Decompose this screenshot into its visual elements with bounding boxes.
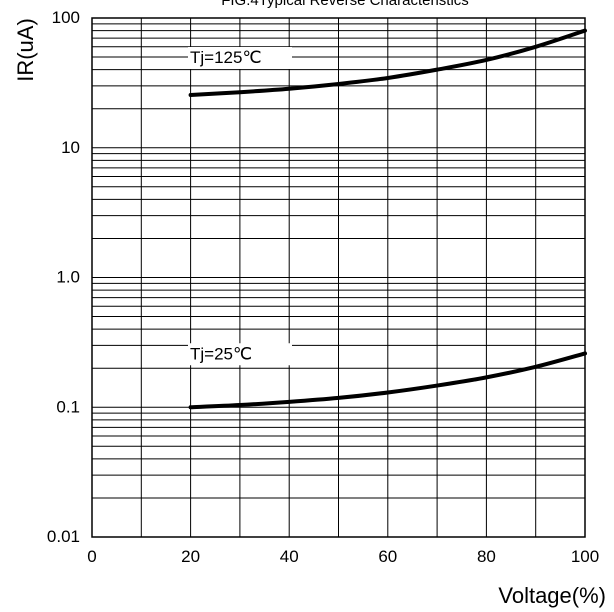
y-tick-label: 0.1 (56, 397, 80, 416)
x-axis-label: Voltage(%) (498, 583, 606, 608)
x-tick-label: 60 (378, 547, 397, 566)
y-tick-label: 100 (52, 8, 80, 27)
y-tick-label: 10 (61, 138, 80, 157)
y-tick-label: 1.0 (56, 268, 80, 287)
plot-frame (91, 17, 586, 538)
x-tick-label: 80 (477, 547, 496, 566)
series-label-1: Tj=125℃ (190, 48, 262, 67)
series-line-2 (188, 351, 587, 410)
series-label-bg (188, 47, 292, 70)
series-line-1 (188, 28, 587, 98)
y-tick-label: 0.01 (47, 527, 80, 546)
x-tick-label: 40 (280, 547, 299, 566)
x-tick-label: 0 (87, 547, 96, 566)
series-label-bg (188, 343, 292, 366)
grid (92, 18, 585, 537)
tick-labels: 0 20 40 60 80 100 0.01 0.1 1.0 10 100 (47, 8, 599, 566)
x-tick-label: 100 (571, 547, 599, 566)
series-group: Tj=125℃ Tj=25℃ (188, 28, 587, 410)
x-tick-label: 20 (181, 547, 200, 566)
y-axis-label: IR(uA) (13, 18, 38, 82)
chart-title: FIG.4Typical Reverse Characteristics (221, 0, 469, 9)
series-label-2: Tj=25℃ (190, 344, 252, 363)
